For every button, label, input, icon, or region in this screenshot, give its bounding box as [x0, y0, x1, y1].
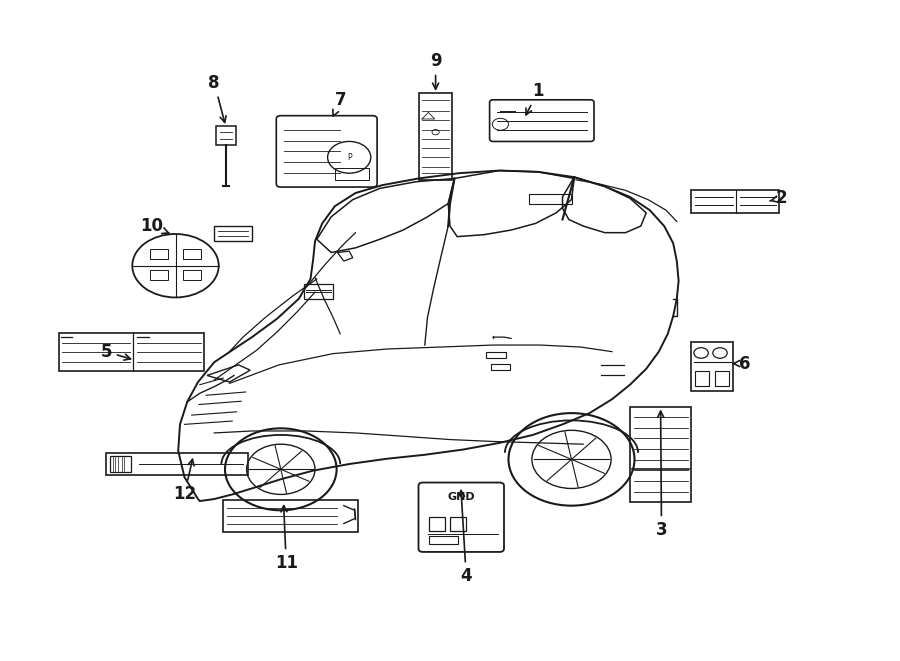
Text: 10: 10: [140, 217, 168, 235]
Text: 3: 3: [656, 411, 667, 539]
Text: 8: 8: [209, 73, 226, 122]
Bar: [450, 517, 466, 531]
Bar: [183, 270, 201, 280]
Bar: [216, 126, 236, 145]
Bar: [419, 93, 452, 180]
Bar: [106, 453, 248, 475]
Bar: [529, 194, 572, 204]
Bar: [691, 342, 733, 391]
Text: 7: 7: [333, 91, 346, 116]
Text: 2: 2: [770, 189, 787, 208]
Text: 6: 6: [734, 354, 751, 373]
Bar: [429, 517, 445, 531]
Bar: [429, 536, 458, 544]
Bar: [335, 168, 369, 180]
Text: 9: 9: [430, 52, 441, 89]
Bar: [715, 371, 729, 386]
Text: GND: GND: [447, 492, 475, 502]
Text: 5: 5: [101, 342, 130, 361]
Bar: [150, 270, 168, 280]
Text: P: P: [346, 153, 352, 162]
Bar: [304, 284, 333, 299]
Bar: [183, 249, 201, 259]
Bar: [110, 456, 131, 472]
Bar: [150, 249, 168, 259]
Bar: [58, 333, 204, 371]
Text: 1: 1: [526, 82, 544, 115]
Text: 12: 12: [173, 459, 196, 504]
Bar: [630, 407, 691, 502]
Text: 4: 4: [458, 490, 472, 586]
Bar: [486, 352, 506, 358]
Bar: [491, 364, 510, 370]
Text: 11: 11: [274, 506, 298, 572]
Bar: [695, 371, 709, 386]
Bar: [214, 226, 252, 241]
Bar: [223, 500, 358, 532]
Bar: [691, 190, 779, 213]
